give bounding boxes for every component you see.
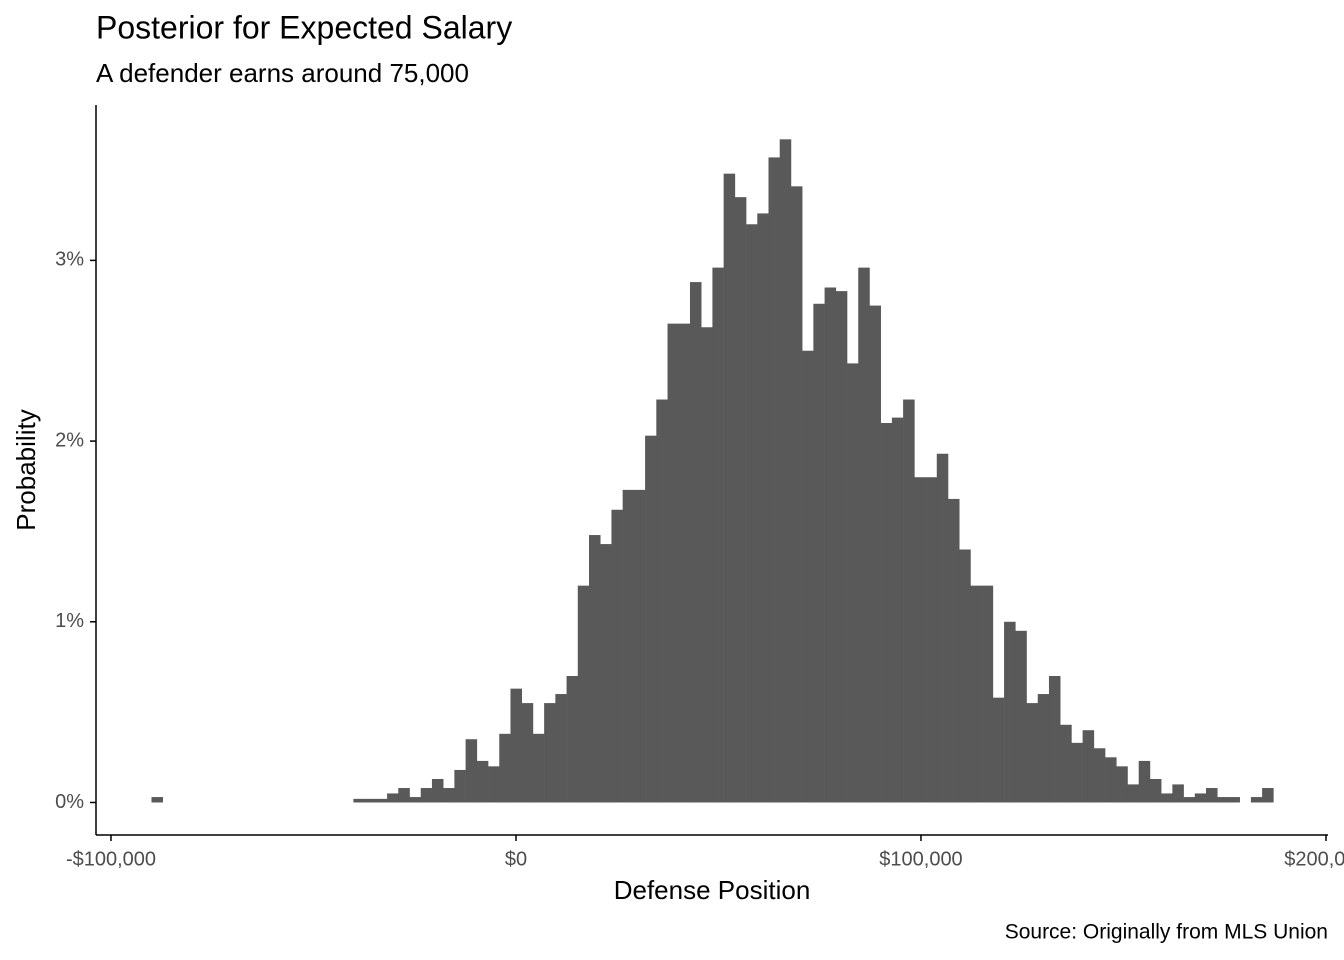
bar bbox=[858, 267, 870, 803]
bar bbox=[364, 798, 377, 803]
bar bbox=[1015, 630, 1027, 803]
bar bbox=[633, 489, 646, 803]
bar bbox=[891, 417, 904, 803]
bar bbox=[454, 769, 466, 803]
bar bbox=[1228, 797, 1240, 803]
chart-subtitle: A defender earns around 75,000 bbox=[96, 58, 469, 88]
bar bbox=[1037, 694, 1050, 803]
bar bbox=[476, 760, 489, 803]
bar bbox=[1004, 621, 1016, 803]
x-tick-label: $100,000 bbox=[879, 848, 962, 870]
bar bbox=[645, 435, 657, 803]
bar bbox=[1071, 742, 1083, 803]
bar bbox=[701, 327, 713, 803]
bar bbox=[1172, 784, 1184, 803]
y-tick-label: 1% bbox=[55, 610, 84, 632]
bar bbox=[880, 423, 893, 803]
y-tick-label: 3% bbox=[55, 249, 84, 271]
bar bbox=[925, 477, 938, 803]
chart-title: Posterior for Expected Salary bbox=[96, 9, 512, 45]
bar bbox=[936, 453, 949, 803]
bar bbox=[1116, 766, 1128, 803]
bar bbox=[981, 585, 994, 803]
bar bbox=[1048, 675, 1061, 803]
bar bbox=[835, 291, 848, 803]
x-tick-label: -$100,000 bbox=[66, 848, 156, 870]
bar bbox=[1093, 748, 1106, 803]
bar bbox=[375, 798, 388, 803]
bar bbox=[1060, 724, 1072, 803]
bar bbox=[869, 305, 881, 803]
bar bbox=[1082, 730, 1095, 803]
bar bbox=[914, 477, 926, 803]
bar bbox=[555, 694, 567, 803]
y-axis-title: Probability bbox=[11, 409, 41, 530]
bar bbox=[712, 267, 724, 803]
bar bbox=[443, 788, 455, 803]
bar bbox=[992, 697, 1005, 803]
bar bbox=[566, 675, 579, 803]
bar bbox=[802, 350, 814, 803]
bar bbox=[970, 585, 982, 803]
bar bbox=[622, 489, 635, 803]
y-tick-label: 0% bbox=[55, 791, 84, 813]
bar bbox=[577, 585, 590, 803]
bar bbox=[499, 733, 511, 803]
bar bbox=[903, 399, 915, 803]
bar bbox=[151, 797, 164, 803]
bar bbox=[678, 323, 691, 803]
bar bbox=[611, 509, 623, 803]
bar bbox=[667, 323, 680, 803]
bar bbox=[734, 197, 747, 803]
bar bbox=[353, 798, 365, 803]
bar bbox=[1127, 784, 1140, 803]
bar bbox=[746, 224, 758, 803]
bar bbox=[1183, 797, 1196, 803]
bar bbox=[779, 139, 792, 803]
bar bbox=[1161, 793, 1173, 803]
bar bbox=[723, 173, 736, 803]
bar bbox=[521, 703, 534, 803]
bar bbox=[790, 186, 803, 803]
bar bbox=[488, 766, 500, 803]
y-tick-label: 2% bbox=[55, 429, 84, 451]
bar bbox=[1250, 797, 1263, 803]
bar bbox=[656, 399, 668, 803]
caption: Source: Originally from MLS Union bbox=[1005, 921, 1328, 944]
bar bbox=[510, 688, 522, 803]
bar bbox=[1138, 760, 1151, 803]
bar bbox=[1217, 797, 1229, 803]
bar bbox=[1194, 793, 1207, 803]
bar bbox=[465, 739, 478, 803]
bar bbox=[757, 213, 769, 803]
bar bbox=[1262, 788, 1274, 803]
bar bbox=[1149, 778, 1162, 803]
bar bbox=[398, 788, 410, 803]
bar bbox=[600, 544, 612, 803]
bar bbox=[1206, 788, 1218, 803]
bar bbox=[824, 287, 837, 803]
bar bbox=[420, 788, 433, 803]
bar bbox=[589, 535, 601, 803]
bar bbox=[387, 793, 399, 803]
bar bbox=[847, 363, 859, 803]
bar bbox=[768, 157, 781, 803]
bar bbox=[959, 549, 971, 803]
x-axis-title: Defense Position bbox=[614, 875, 811, 905]
x-tick-label: $200,000 bbox=[1284, 848, 1344, 870]
bar bbox=[813, 303, 825, 803]
bar bbox=[532, 733, 545, 803]
bar bbox=[947, 498, 960, 803]
bar bbox=[1105, 757, 1117, 803]
bar bbox=[409, 797, 422, 803]
bar bbox=[544, 703, 556, 803]
bar bbox=[1026, 703, 1039, 803]
x-tick-label: $0 bbox=[505, 848, 527, 870]
bar bbox=[431, 778, 444, 803]
bar bbox=[689, 282, 702, 803]
